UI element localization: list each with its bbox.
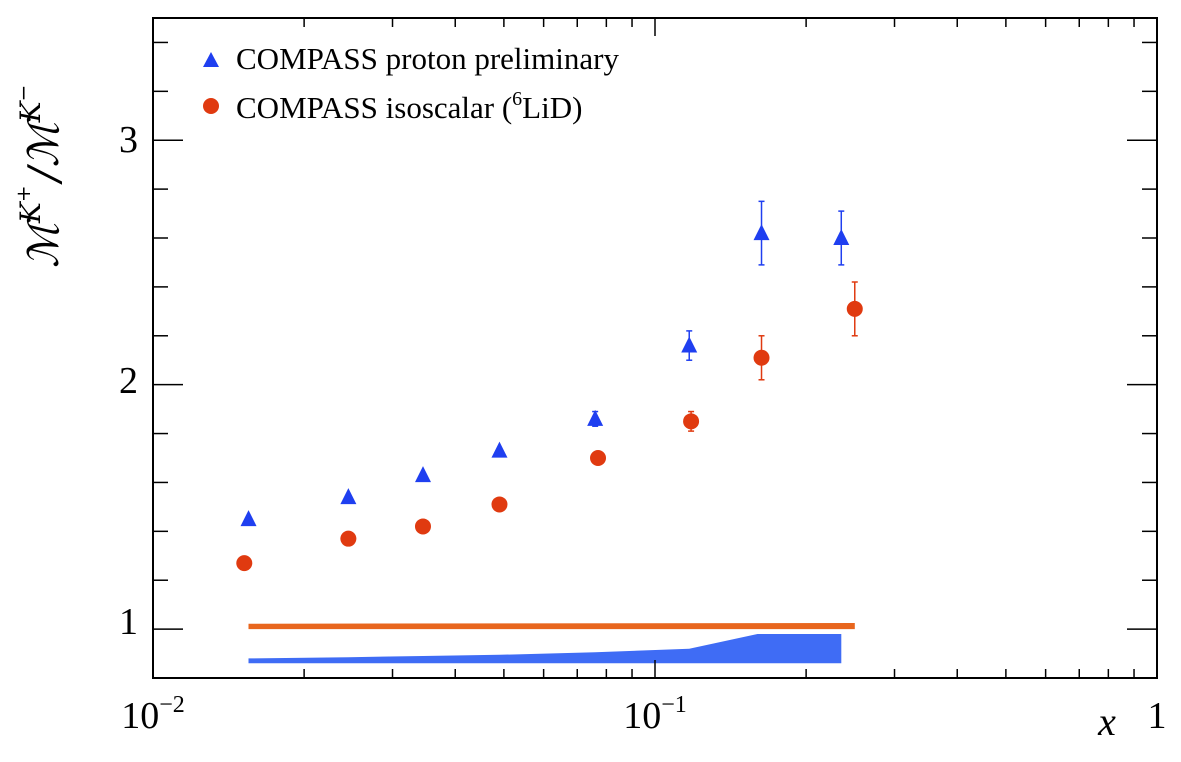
y-tick-label-1: 1 [119,601,138,643]
data-point-triangle [681,336,698,353]
series-1 [236,281,863,572]
systematic-band-1 [248,634,842,664]
x-axis-title: x [1097,699,1116,744]
y-axis-title: ℳK+/ℳK− [11,85,68,268]
legend-marker-triangle [203,52,219,67]
data-point-circle [491,496,508,513]
data-points [236,200,863,572]
y-tick-label-3: 3 [119,119,138,161]
x-tick-label-1: 10−1 [623,692,687,737]
y-tick-label-2: 2 [119,360,138,402]
data-point-circle [340,530,357,547]
data-point-triangle [491,441,508,458]
data-point-triangle [753,224,770,241]
systematic-bands [248,623,855,664]
data-point-circle [236,555,253,572]
svg-text:ℳK+/ℳK−: ℳK+/ℳK− [11,85,68,268]
legend-marker-circle [203,98,219,114]
data-point-circle [846,300,863,317]
data-point-triangle [833,229,850,245]
data-point-circle [683,413,700,430]
data-point-triangle [587,409,604,426]
axis-ticks [152,18,1157,679]
legend-label-proton: COMPASS proton preliminary [236,41,619,76]
data-point-circle [414,518,431,535]
data-point-triangle [340,488,357,505]
x-tick-label-0: 10−2 [121,692,185,737]
data-point-triangle [240,510,257,527]
legend: COMPASS proton preliminary COMPASS isosc… [203,41,619,125]
data-point-circle [590,450,607,466]
y-tick-labels: 1 2 3 [119,119,138,643]
series-0 [240,200,850,527]
x-tick-label-2: 1 [1148,695,1167,737]
systematic-band-0 [248,623,855,630]
data-point-triangle [414,466,431,483]
data-point-circle [753,349,770,366]
legend-label-isoscalar: COMPASS isoscalar (6LiD) [236,88,582,125]
x-tick-labels: 10−2 10−1 1 [121,692,1166,737]
